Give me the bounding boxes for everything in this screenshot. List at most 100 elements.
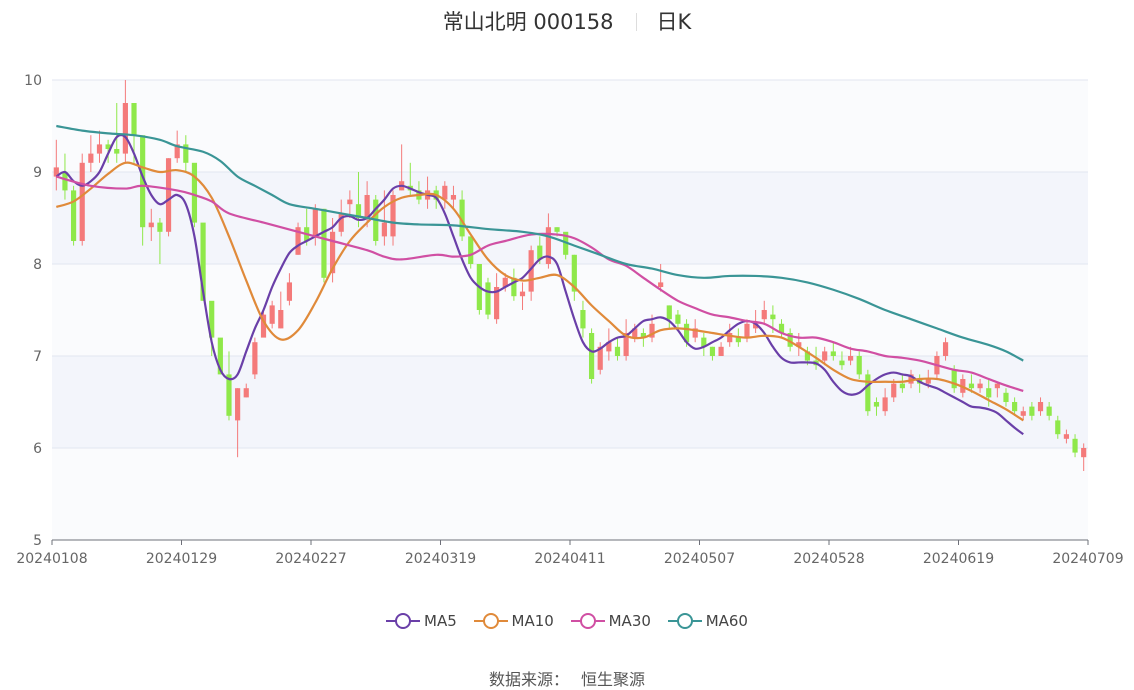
candle-body: [338, 213, 344, 232]
candle-body: [968, 383, 975, 389]
candle-body: [1012, 402, 1018, 412]
legend-item-ma10[interactable]: MA10: [473, 612, 554, 630]
candle-body: [1055, 420, 1061, 435]
candle-body: [856, 356, 862, 375]
candle-body: [537, 245, 543, 260]
candle-body: [571, 254, 577, 292]
candle-body: [977, 383, 983, 389]
legend-label: MA10: [511, 612, 554, 630]
candle-body: [364, 195, 370, 218]
x-tick-label: 20240507: [664, 551, 735, 567]
candle-body: [278, 310, 284, 329]
candle-body: [131, 103, 137, 136]
candle-body: [390, 195, 396, 237]
legend-item-ma30[interactable]: MA30: [570, 612, 651, 630]
candle-body: [70, 190, 77, 241]
candle-body: [899, 383, 905, 389]
candle-body: [744, 323, 750, 338]
candle-body: [882, 397, 888, 412]
y-tick-label: 5: [33, 533, 42, 549]
y-tick-label: 10: [24, 73, 42, 89]
candle-body: [381, 222, 387, 237]
candle-body: [260, 314, 267, 338]
candle-body: [770, 314, 776, 320]
candle-body: [312, 208, 318, 237]
grid-band: [52, 448, 1088, 540]
x-tick-label: 20240108: [16, 551, 87, 567]
title-divider: [635, 13, 637, 31]
candle-body: [140, 135, 146, 228]
candle-body: [683, 323, 690, 343]
candle-body: [753, 323, 759, 329]
candle-body: [485, 282, 491, 315]
candle-body: [122, 103, 128, 154]
stock-name: 常山北明 000158: [442, 10, 614, 34]
candle-body: [157, 222, 163, 232]
ma-line-ma30: [56, 175, 1024, 393]
candle-body: [925, 379, 931, 384]
grid-band: [52, 264, 1088, 356]
candle-body: [321, 208, 327, 278]
y-tick-label: 8: [33, 257, 42, 273]
chart-title: 常山北明 000158 日K: [0, 6, 1134, 36]
candle-body: [666, 305, 672, 320]
candle-body: [787, 333, 793, 347]
candle-body: [554, 227, 560, 232]
candle-body: [891, 383, 897, 398]
candle-body: [614, 346, 621, 356]
candle-body: [329, 231, 336, 274]
candle-body: [545, 227, 552, 264]
legend-marker-icon: [386, 613, 420, 629]
candle-body: [209, 300, 215, 338]
x-tick-label: 20240129: [146, 551, 217, 567]
candle-body: [286, 282, 293, 301]
candle-body: [873, 402, 880, 407]
grid-band: [52, 172, 1088, 264]
candle-body: [165, 158, 172, 232]
x-tick-label: 20240709: [1052, 551, 1123, 567]
candle-body: [114, 149, 120, 154]
candle-body: [511, 277, 517, 297]
candle-body: [804, 351, 811, 361]
candle-body: [580, 310, 586, 329]
candle-body: [252, 342, 258, 375]
candle-body: [951, 369, 957, 389]
candle-body: [1046, 406, 1052, 416]
candle-body: [692, 328, 698, 338]
candle-body: [701, 337, 707, 347]
legend-marker-icon: [667, 613, 702, 629]
y-tick-label: 6: [33, 441, 42, 457]
candle-body: [847, 356, 854, 361]
candle-body: [1037, 402, 1044, 412]
candle-body: [942, 342, 949, 356]
candle-body: [148, 222, 154, 228]
legend-label: MA60: [705, 612, 748, 630]
candle-body: [1081, 448, 1087, 458]
candle-body: [217, 337, 223, 375]
candle-body: [295, 227, 301, 255]
y-tick-label: 7: [33, 349, 42, 365]
y-tick-label: 9: [33, 165, 42, 181]
x-tick-label: 20240411: [534, 551, 605, 567]
source-label: 数据来源：: [488, 670, 569, 689]
ma-line-ma10: [55, 161, 1024, 422]
candle-body: [450, 195, 457, 200]
legend-item-ma5[interactable]: MA5: [386, 612, 457, 630]
candle-body: [588, 333, 595, 379]
candle-body: [597, 346, 603, 370]
candle-body: [494, 287, 500, 320]
x-tick-label: 20240528: [793, 551, 864, 567]
legend-item-ma60[interactable]: MA60: [667, 612, 748, 630]
candle-body: [830, 351, 836, 356]
candle-body: [727, 333, 733, 343]
candle-body: [191, 162, 198, 223]
candle-body: [1020, 411, 1026, 416]
candle-body: [796, 342, 802, 347]
candle-body: [62, 172, 68, 191]
source-value: 恒生聚源: [581, 670, 646, 689]
candle-body: [1003, 392, 1009, 402]
candle-body: [355, 204, 362, 218]
candle-body: [1063, 434, 1070, 439]
data-source: 数据来源： 恒生聚源: [0, 666, 1134, 690]
legend-marker-icon: [473, 613, 508, 629]
